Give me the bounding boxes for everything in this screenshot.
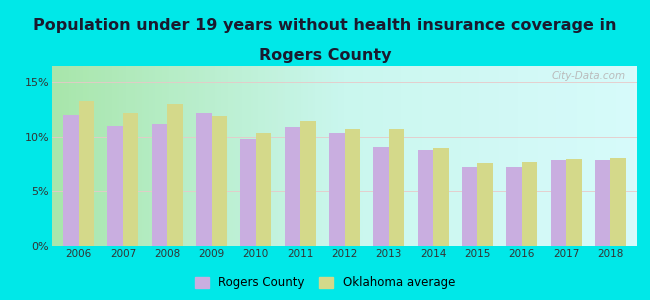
Text: City-Data.com: City-Data.com xyxy=(551,71,625,81)
Bar xyxy=(123,113,138,246)
Bar xyxy=(551,160,566,246)
Bar xyxy=(417,150,433,246)
Bar xyxy=(63,115,79,246)
Bar xyxy=(211,116,227,246)
Bar xyxy=(610,158,626,246)
Bar xyxy=(329,133,344,246)
Bar xyxy=(433,148,448,246)
Legend: Rogers County, Oklahoma average: Rogers County, Oklahoma average xyxy=(190,272,460,294)
Bar xyxy=(566,159,582,246)
Bar xyxy=(240,139,256,246)
Bar xyxy=(256,133,272,246)
Bar xyxy=(300,121,316,246)
Bar xyxy=(79,101,94,246)
Bar xyxy=(522,162,538,246)
Bar xyxy=(462,167,478,246)
Bar xyxy=(344,129,360,246)
Text: Rogers County: Rogers County xyxy=(259,48,391,63)
Bar xyxy=(285,127,300,246)
Text: Population under 19 years without health insurance coverage in: Population under 19 years without health… xyxy=(33,18,617,33)
Bar xyxy=(107,126,123,246)
Bar xyxy=(167,104,183,246)
Bar xyxy=(151,124,167,246)
Bar xyxy=(373,147,389,246)
Bar xyxy=(389,129,404,246)
Bar xyxy=(506,167,522,246)
Bar xyxy=(595,160,610,246)
Bar xyxy=(196,113,211,246)
Bar xyxy=(478,163,493,246)
